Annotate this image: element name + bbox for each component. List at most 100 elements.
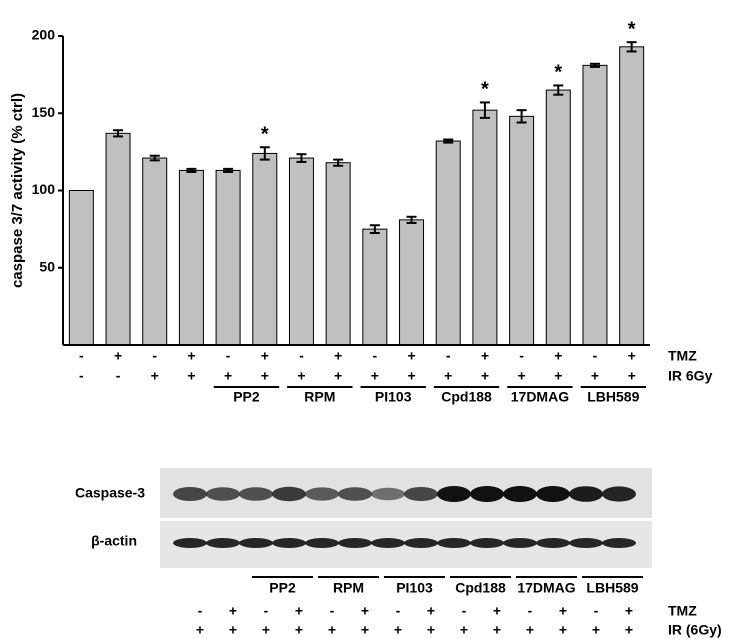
error-bar	[369, 224, 380, 234]
error-bar	[333, 158, 344, 167]
y-tick-label: 150	[32, 104, 56, 120]
tmz-sign: +	[628, 348, 636, 364]
ir-sign: +	[481, 368, 489, 384]
blot-row-label: β-actin	[91, 533, 137, 549]
ir-sign: +	[334, 368, 342, 384]
bar	[582, 64, 608, 346]
blot-band	[305, 538, 339, 548]
error-bar	[186, 167, 197, 173]
tmz-sign: +	[334, 348, 342, 364]
ir-sign: +	[444, 368, 452, 384]
tmz-sign: +	[625, 603, 633, 619]
significance-marker: *	[554, 62, 562, 84]
significance-marker: *	[481, 79, 489, 101]
blot-band	[338, 538, 372, 548]
blot-band	[305, 487, 339, 501]
significance-marker: *	[261, 124, 269, 146]
blot-band	[371, 538, 405, 548]
bar	[545, 89, 571, 346]
tmz-sign: -	[79, 348, 84, 364]
blot-band	[536, 486, 570, 502]
ir-sign: +	[394, 622, 402, 638]
blot-band	[206, 538, 240, 548]
blot-band	[404, 487, 438, 501]
y-tick-label: 50	[39, 258, 55, 274]
tmz-sign: +	[261, 348, 269, 364]
blot-band	[206, 487, 240, 501]
tmz-sign: -	[446, 348, 451, 364]
group-label: 17DMAG	[517, 580, 575, 596]
ir-sign: +	[224, 368, 232, 384]
blot-band	[371, 487, 405, 501]
error-bar	[296, 153, 307, 163]
tmz-sign: -	[528, 603, 533, 619]
row-label: IR 6Gy	[668, 368, 713, 384]
tmz-sign: -	[299, 348, 304, 364]
blot-band	[569, 538, 603, 548]
bar	[399, 219, 425, 346]
blot-band	[272, 486, 306, 502]
y-tick-label: 200	[32, 27, 56, 43]
ir-sign: +	[196, 622, 204, 638]
tmz-sign: -	[198, 603, 203, 619]
error-bar	[223, 167, 234, 173]
blot-band	[239, 538, 273, 548]
error-bar	[149, 154, 160, 162]
ir-sign: -	[116, 368, 121, 384]
ir-sign: +	[328, 622, 336, 638]
blot-band	[470, 538, 504, 548]
error-bar	[113, 129, 124, 138]
y-axis-label: caspase 3/7 activity (% ctrl)	[9, 93, 26, 288]
ir-sign: +	[625, 622, 633, 638]
tmz-sign: -	[226, 348, 231, 364]
error-bar	[443, 138, 454, 144]
tmz-sign: +	[187, 348, 195, 364]
group-label: Cpd188	[441, 389, 492, 405]
ir-sign: +	[518, 368, 526, 384]
ir-sign: +	[229, 622, 237, 638]
tmz-sign: +	[361, 603, 369, 619]
ir-sign: +	[361, 622, 369, 638]
error-bar	[406, 215, 417, 224]
group-label: RPM	[304, 389, 335, 405]
ir-sign: +	[628, 368, 636, 384]
error-bar	[516, 109, 527, 124]
error-bar	[479, 101, 490, 119]
tmz-sign: +	[554, 348, 562, 364]
blot-band	[536, 538, 570, 548]
ir-sign: +	[295, 622, 303, 638]
bar	[142, 157, 168, 346]
ir-sign: +	[262, 622, 270, 638]
tmz-sign: +	[493, 603, 501, 619]
bar	[68, 190, 94, 346]
blot-band	[602, 538, 636, 548]
row-label: TMZ	[668, 603, 697, 619]
tmz-sign: -	[152, 348, 157, 364]
group-label: PI103	[396, 580, 433, 596]
group-label: LBH589	[587, 389, 639, 405]
group-label: RPM	[333, 580, 364, 596]
bar	[362, 228, 388, 346]
blot-band	[437, 486, 471, 502]
ir-sign: +	[407, 368, 415, 384]
ir-sign: +	[187, 368, 195, 384]
bar	[472, 109, 498, 346]
blot-band	[338, 487, 372, 501]
error-bar	[259, 146, 270, 161]
blot-band	[569, 486, 603, 502]
tmz-sign: -	[373, 348, 378, 364]
tmz-sign: +	[114, 348, 122, 364]
tmz-sign: +	[407, 348, 415, 364]
blot-band	[602, 486, 636, 502]
ir-sign: +	[591, 368, 599, 384]
ir-sign: +	[297, 368, 305, 384]
group-label: PP2	[233, 389, 260, 405]
bar	[178, 169, 204, 346]
y-tick-label: 100	[32, 181, 56, 197]
row-label: IR (6Gy)	[668, 622, 722, 638]
group-label: Cpd188	[455, 580, 506, 596]
blot-band	[470, 486, 504, 502]
error-bar	[589, 62, 600, 68]
tmz-sign: +	[559, 603, 567, 619]
